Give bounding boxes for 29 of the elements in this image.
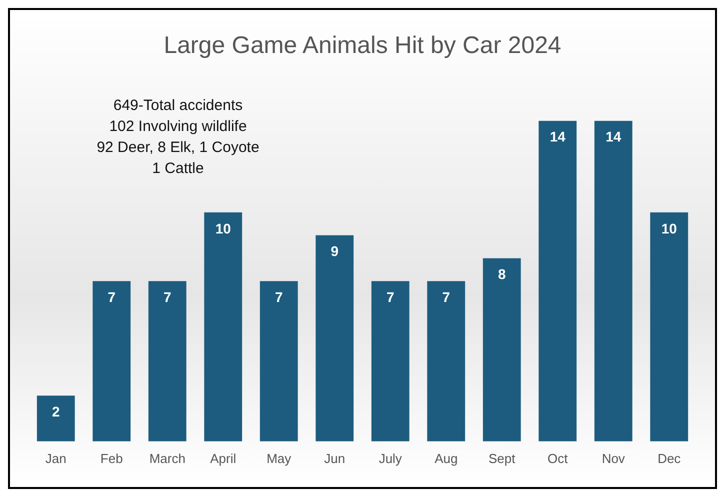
x-tick-label: Jun bbox=[324, 450, 346, 466]
x-tick-label: Feb bbox=[100, 450, 123, 466]
data-label: 10 bbox=[215, 220, 232, 236]
x-tick-label: May bbox=[266, 450, 292, 466]
data-label: 7 bbox=[163, 288, 172, 305]
data-label: 8 bbox=[498, 266, 506, 282]
x-tick-label: Nov bbox=[602, 450, 626, 466]
x-tick-label: Oct bbox=[548, 450, 568, 466]
chart-title: Large Game Animals Hit by Car 2024 bbox=[164, 32, 562, 60]
data-label: 14 bbox=[606, 128, 622, 145]
data-label: 7 bbox=[442, 288, 450, 305]
data-label: 2 bbox=[52, 403, 60, 420]
data-label: 7 bbox=[274, 288, 283, 305]
annotation: 1 Cattle bbox=[152, 160, 204, 178]
text: 649-Total accidents bbox=[113, 97, 243, 114]
x-tick-label: July bbox=[378, 450, 402, 466]
data-label: 7 bbox=[108, 288, 116, 305]
annotation: 102 Involving wildlife bbox=[109, 118, 247, 136]
x-tick-label: Jan bbox=[45, 450, 66, 466]
x-tick-label: Dec bbox=[658, 450, 682, 466]
data-label: 9 bbox=[330, 243, 339, 260]
x-tick-label: Aug bbox=[434, 450, 458, 466]
data-label: 14 bbox=[550, 128, 566, 145]
x-tick-label: March bbox=[149, 450, 186, 466]
data-label: 10 bbox=[661, 220, 678, 236]
data-label: 7 bbox=[386, 288, 394, 305]
x-tick-label: Sept bbox=[488, 450, 516, 466]
x-tick-label: April bbox=[210, 450, 236, 466]
annotation: 92 Deer, 8 Elk, 1 Coyote bbox=[96, 139, 260, 156]
